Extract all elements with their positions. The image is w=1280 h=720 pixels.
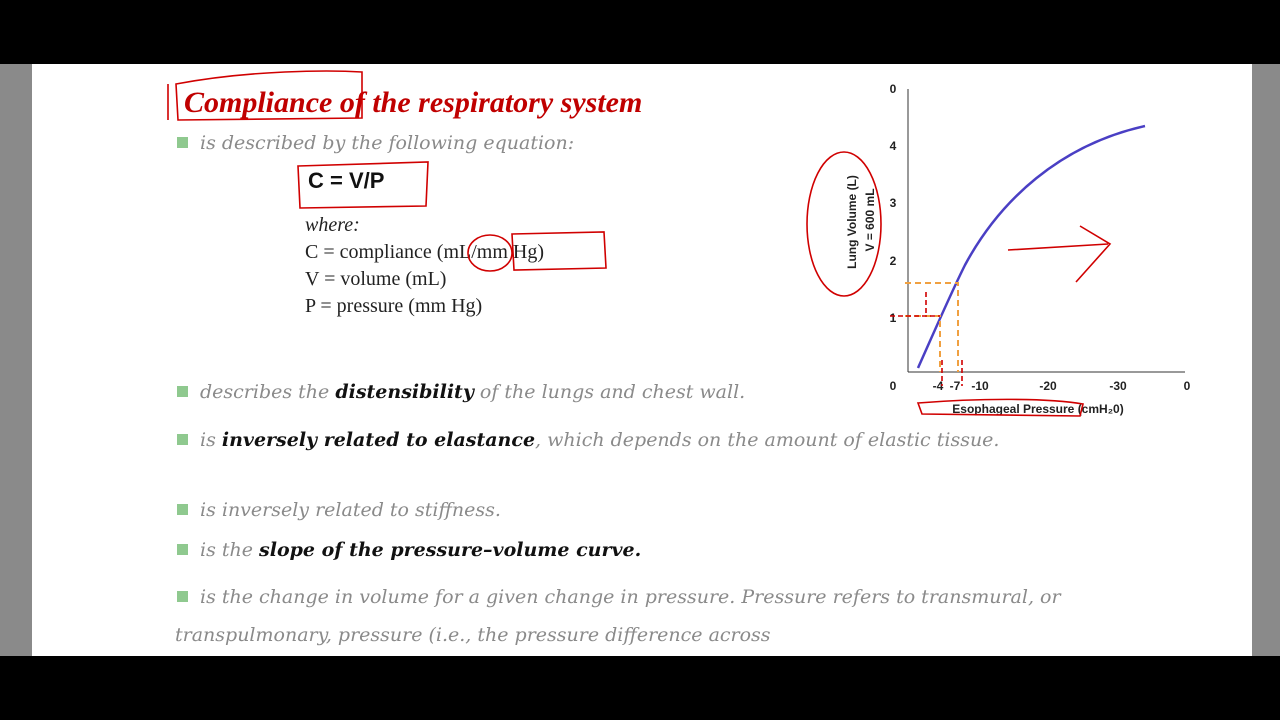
y-tick-label: 4 — [890, 139, 897, 153]
x-tick-label: -30 — [1109, 379, 1127, 393]
text: is — [200, 429, 222, 451]
annotation: V = 600 mL — [863, 188, 877, 251]
bullet: is described by the following equation: — [177, 132, 574, 154]
bullet: is inversely related to elastance, which… — [175, 421, 1045, 459]
bold-text: inversely related to elastance — [221, 429, 536, 451]
title-highlight: Compliance — [184, 86, 333, 119]
y-tick-label: 2 — [890, 254, 897, 268]
text: of the lungs and chest wall. — [473, 381, 746, 403]
title-rest: of the respiratory system — [339, 86, 643, 119]
text: describes the — [200, 381, 336, 403]
text: is inversely related to stiffness. — [200, 499, 501, 521]
text: is the change in volume for a given chan… — [175, 586, 1061, 646]
bullet: describes the distensibility of the lung… — [177, 381, 745, 403]
bold-text: distensibility — [335, 381, 474, 403]
definition: V = volume (mL) — [305, 268, 447, 290]
y-tick-label: 3 — [890, 196, 897, 210]
definition: P = pressure (mm Hg) — [305, 295, 483, 317]
side-bar — [0, 64, 32, 656]
bold-text: slope of the pressure–volume curve. — [259, 539, 642, 561]
bullet: is the change in volume for a given chan… — [175, 578, 1075, 654]
y-tick-label: 0 — [890, 82, 897, 96]
bullet: is the slope of the pressure–volume curv… — [177, 539, 641, 561]
x-tick-label: 0 — [1184, 379, 1191, 393]
annotations — [167, 70, 1112, 417]
bullet-text: is described by the following equation: — [200, 132, 575, 154]
curve — [916, 124, 1146, 369]
y-axis-label: Lung Volume (L) — [845, 175, 859, 269]
where-label: where: — [305, 214, 360, 236]
text: is the — [200, 539, 260, 561]
x-axis-label: Esophageal Pressure (cmH₂0) — [952, 402, 1123, 416]
text: , which depends on the amount of elastic… — [535, 429, 1000, 451]
slide: Compliance of the respiratory system is … — [32, 64, 1252, 656]
bullet: is inversely related to stiffness. — [177, 499, 501, 521]
title: Compliance of the respiratory system — [184, 86, 642, 120]
y-tick-label: 1 — [890, 311, 897, 325]
x-tick-label: -4 — [933, 379, 944, 393]
x-tick-label: -7 — [950, 379, 961, 393]
x-tick-label: -20 — [1039, 379, 1057, 393]
x-tick-label: -10 — [971, 379, 989, 393]
y-tick-label: 0 — [890, 379, 897, 393]
equation: C = V/P — [308, 168, 385, 193]
side-bar — [1252, 64, 1280, 656]
definition: C = compliance (mL/mm Hg) — [305, 241, 545, 263]
